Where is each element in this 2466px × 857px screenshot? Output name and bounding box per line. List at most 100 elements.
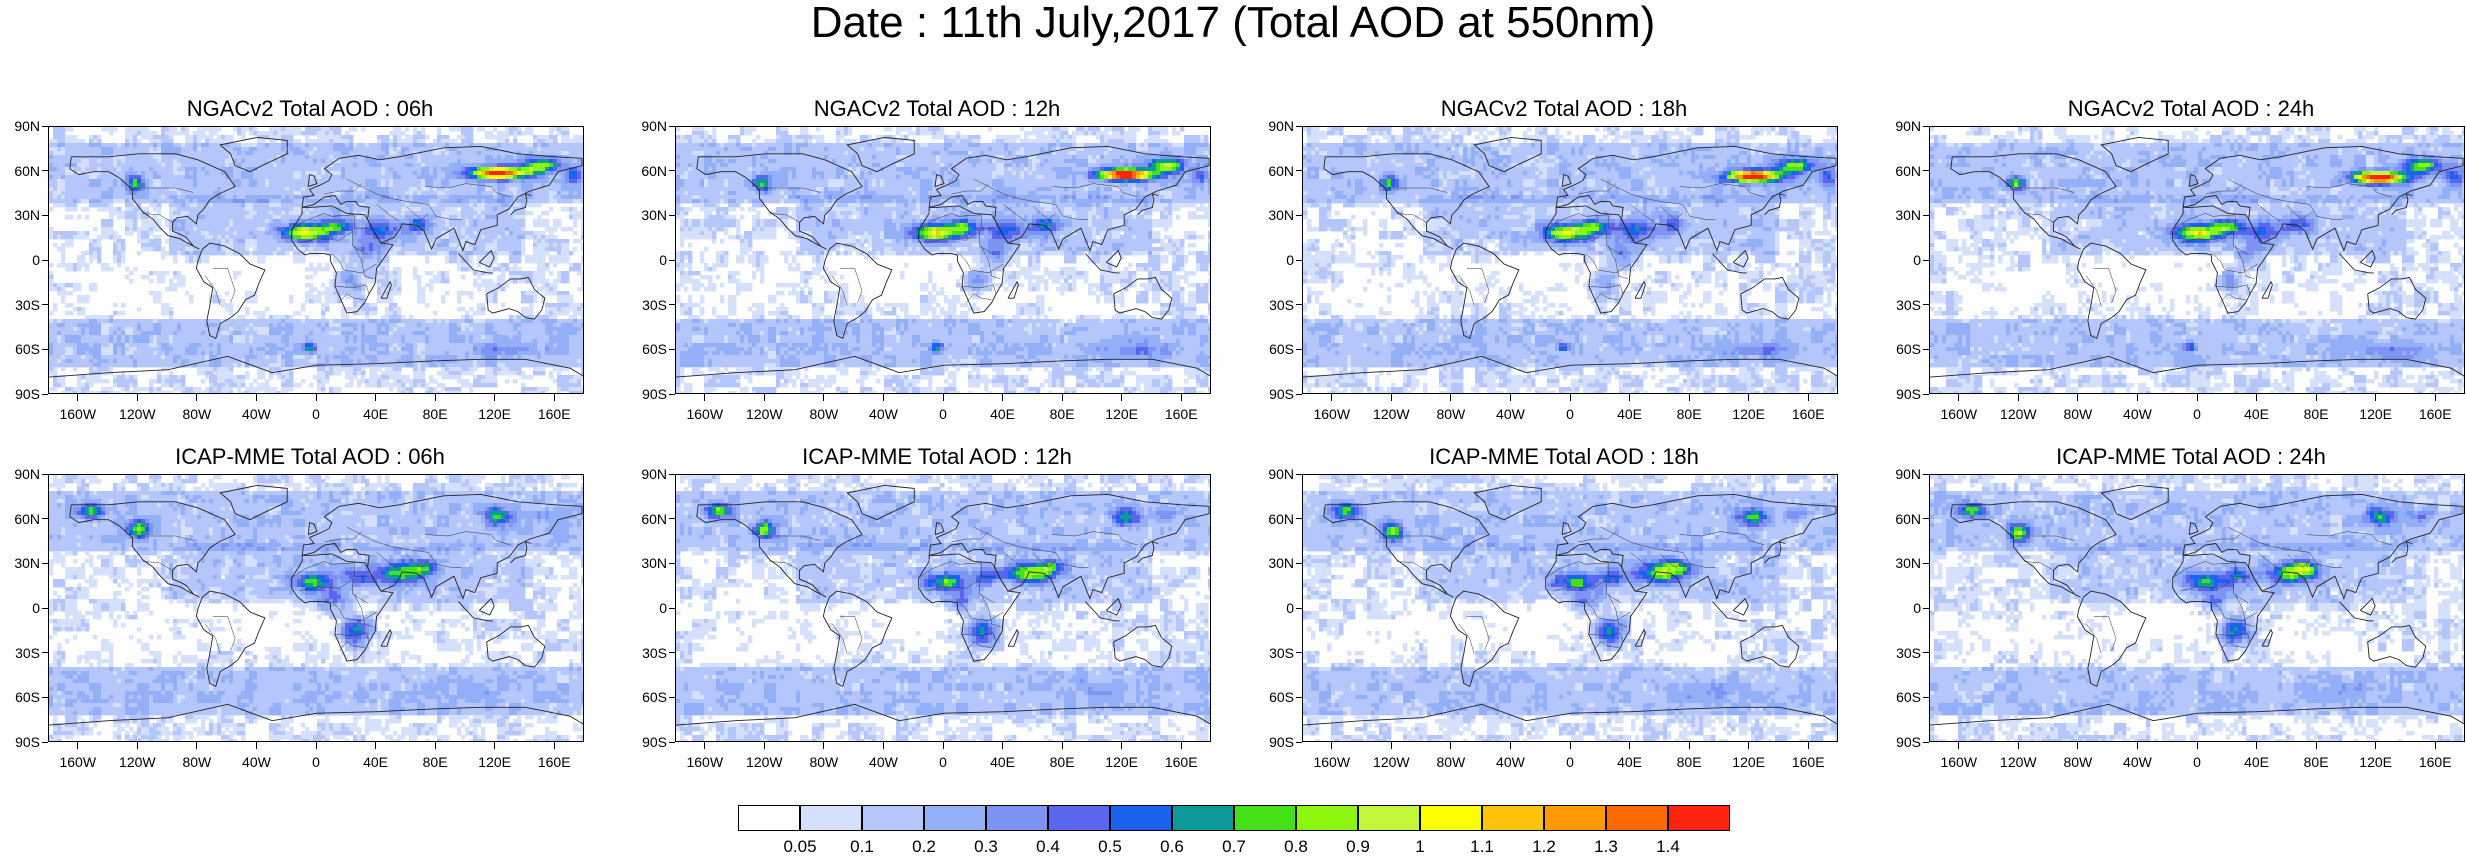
lon-tick-label: 80E <box>1032 754 1092 770</box>
lat-tick <box>669 518 675 519</box>
lat-tick-label: 30N <box>627 207 667 223</box>
colorbar-swatch <box>738 805 800 831</box>
lat-tick-label: 90N <box>0 466 40 482</box>
lon-tick-label: 80W <box>167 406 227 422</box>
colorbar-level-label: 1.1 <box>1452 837 1512 857</box>
lon-tick-label: 80E <box>2286 406 2346 422</box>
colorbar-level-label: 0.7 <box>1204 837 1264 857</box>
lat-tick-label: 0 <box>1881 252 1921 268</box>
lat-tick-label: 60N <box>1881 511 1921 527</box>
lon-tick-label: 0 <box>286 406 346 422</box>
lon-tick <box>1450 394 1451 401</box>
lon-tick <box>943 742 944 749</box>
lon-tick-label: 160E <box>524 754 584 770</box>
lon-tick-label: 120E <box>465 406 525 422</box>
lat-tick <box>669 260 675 261</box>
panel-title: ICAP-MME Total AOD : 06h <box>0 444 620 470</box>
lat-tick <box>1296 474 1302 475</box>
lat-tick-label: 60S <box>627 689 667 705</box>
lat-tick-label: 60S <box>627 341 667 357</box>
aod-field <box>676 127 1211 394</box>
lon-tick <box>764 742 765 749</box>
lat-tick-label: 30S <box>1254 645 1294 661</box>
lat-tick <box>669 170 675 171</box>
lat-tick <box>42 652 48 653</box>
colorbar-swatch <box>1234 805 1296 831</box>
lat-tick-label: 0 <box>627 252 667 268</box>
lon-tick-label: 120W <box>1361 406 1421 422</box>
lon-tick-label: 40W <box>2107 406 2167 422</box>
panel-title: NGACv2 Total AOD : 12h <box>627 96 1247 122</box>
colorbar-level-label: 0.05 <box>770 837 830 857</box>
lon-tick-label: 40E <box>346 754 406 770</box>
lat-tick <box>669 742 675 743</box>
lat-tick <box>42 563 48 564</box>
lon-tick <box>1689 742 1690 749</box>
lon-tick-label: 160E <box>1151 406 1211 422</box>
lon-tick-label: 160W <box>1929 406 1989 422</box>
aod-map <box>1929 126 2465 394</box>
lat-tick-label: 90N <box>627 118 667 134</box>
lon-tick-label: 80W <box>794 406 854 422</box>
lon-tick-label: 120W <box>1988 754 2048 770</box>
lon-tick <box>1808 742 1809 749</box>
lon-tick <box>1629 394 1630 401</box>
lon-tick <box>1331 742 1332 749</box>
lat-tick <box>1923 518 1929 519</box>
lat-tick <box>42 474 48 475</box>
lon-tick-label: 80E <box>1659 754 1719 770</box>
colorbar-swatch <box>800 805 862 831</box>
lon-tick <box>1748 394 1749 401</box>
lon-tick <box>1748 742 1749 749</box>
lon-tick <box>1181 394 1182 401</box>
lon-tick <box>1002 394 1003 401</box>
colorbar-swatch <box>1668 805 1730 831</box>
lon-tick <box>1570 394 1571 401</box>
panel-title: ICAP-MME Total AOD : 12h <box>627 444 1247 470</box>
lat-tick <box>1296 260 1302 261</box>
lat-tick <box>1923 563 1929 564</box>
lon-tick <box>494 394 495 401</box>
lat-tick <box>1923 170 1929 171</box>
aod-grid-cells <box>49 475 584 742</box>
lat-tick <box>1923 260 1929 261</box>
lon-tick-label: 160W <box>675 406 735 422</box>
lat-tick-label: 90N <box>0 118 40 134</box>
colorbar-level-label: 0.1 <box>832 837 892 857</box>
lon-tick <box>1450 742 1451 749</box>
aod-grid-cells <box>676 127 1211 394</box>
colorbar-level-label: 1 <box>1390 837 1450 857</box>
lon-tick-label: 40W <box>1480 754 1540 770</box>
aod-grid-cells <box>1930 127 2465 394</box>
lon-tick <box>1121 742 1122 749</box>
lon-tick-label: 40W <box>2107 754 2167 770</box>
aod-map <box>1302 126 1838 394</box>
lat-tick-label: 90N <box>1881 118 1921 134</box>
lat-tick-label: 30S <box>1881 297 1921 313</box>
lon-tick-label: 120E <box>1092 406 1152 422</box>
lat-tick-label: 60N <box>0 511 40 527</box>
lon-tick-label: 120E <box>2346 406 2406 422</box>
lat-tick <box>1296 170 1302 171</box>
lon-tick <box>1570 742 1571 749</box>
lon-tick <box>316 742 317 749</box>
lat-tick <box>669 126 675 127</box>
aod-grid-cells <box>49 127 584 394</box>
lon-tick <box>435 742 436 749</box>
lon-tick <box>375 394 376 401</box>
colorbar-swatch <box>1482 805 1544 831</box>
lat-tick-label: 0 <box>1881 600 1921 616</box>
lat-tick-label: 30N <box>0 207 40 223</box>
lon-tick <box>375 742 376 749</box>
lat-tick-label: 60N <box>1254 163 1294 179</box>
lat-tick-label: 30N <box>0 555 40 571</box>
lon-tick <box>1062 394 1063 401</box>
lon-tick-label: 80W <box>2048 406 2108 422</box>
lat-tick-label: 60N <box>1254 511 1294 527</box>
lon-tick <box>196 394 197 401</box>
lat-tick-label: 0 <box>0 600 40 616</box>
